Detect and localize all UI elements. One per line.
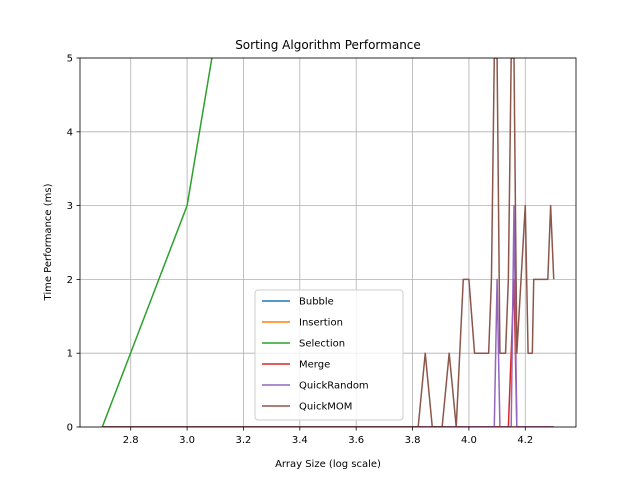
legend-label-selection: Selection	[299, 339, 345, 350]
y-tick-label: 1	[67, 349, 73, 360]
x-tick-label: 4.2	[517, 435, 533, 446]
y-tick-label: 4	[67, 127, 73, 138]
chart-title: Sorting Algorithm Performance	[235, 38, 421, 52]
x-tick-label: 3.6	[348, 435, 364, 446]
series-line-quickrandom	[102, 204, 554, 427]
x-tick-label: 4.0	[461, 435, 477, 446]
legend-label-insertion: Insertion	[299, 318, 343, 329]
x-tick-label: 2.8	[123, 435, 139, 446]
y-axis-label: Time Performance (ms)	[43, 183, 54, 301]
x-tick-label: 3.4	[292, 435, 308, 446]
x-axis-label: Array Size (log scale)	[275, 459, 381, 470]
legend: Bubble Insertion Selection Merge QuickRandom…	[254, 289, 404, 421]
axis-ticks: 2.8 3.0 3.2 3.4 3.6 3.8 4.0 4.2 0 1 2 3 4 5	[67, 54, 534, 447]
y-tick-label: 3	[67, 201, 73, 212]
x-tick-label: 3.0	[179, 435, 195, 446]
legend-label-merge: Merge	[299, 360, 330, 371]
legend-box	[254, 289, 404, 421]
legend-label-quickmom: QuickMOM	[299, 402, 352, 413]
y-tick-label: 5	[67, 54, 73, 65]
legend-label-quickrandom: QuickRandom	[299, 381, 369, 392]
y-tick-label: 0	[67, 423, 73, 434]
x-tick-label: 3.2	[236, 435, 252, 446]
y-tick-label: 2	[67, 275, 73, 286]
series-lines	[101, 58, 555, 427]
legend-label-bubble: Bubble	[299, 297, 334, 308]
plot-frame	[79, 57, 577, 428]
series-line-merge	[102, 278, 554, 427]
series-line-quickmom	[102, 58, 555, 427]
series-line-selection	[101, 58, 213, 427]
x-tick-label: 3.8	[405, 435, 421, 446]
